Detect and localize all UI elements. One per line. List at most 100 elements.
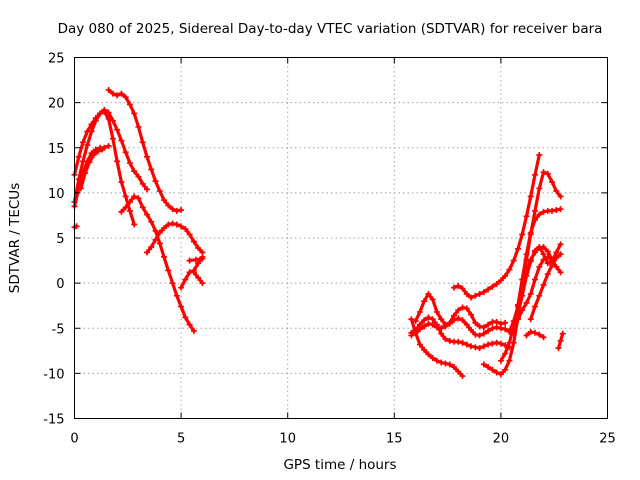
data-point: [527, 258, 534, 265]
data-point: [190, 327, 197, 334]
data-point: [131, 110, 138, 117]
data-point: [182, 276, 189, 283]
data-point: [532, 303, 539, 310]
data-point: [485, 327, 492, 334]
data-point: [532, 329, 539, 336]
data-point: [540, 281, 547, 288]
data-point: [485, 286, 492, 293]
data-point: [425, 351, 432, 358]
data-point: [412, 329, 419, 336]
data-point: [557, 193, 564, 200]
data-point: [429, 355, 436, 362]
data-point: [523, 251, 530, 258]
grid: [74, 57, 608, 419]
data-point: [506, 328, 513, 335]
data-point: [114, 92, 121, 99]
data-point: [118, 90, 125, 97]
data-point: [94, 148, 101, 155]
data-point: [421, 317, 428, 324]
data-point: [80, 139, 87, 146]
data-point: [527, 328, 534, 335]
data-point: [523, 272, 530, 279]
x-tick-label: 10: [279, 432, 296, 447]
data-point: [532, 247, 539, 254]
series-arc-21: [527, 251, 564, 323]
data-point: [442, 321, 449, 328]
data-point: [489, 366, 496, 373]
data-point: [527, 316, 534, 323]
series-arc-3: [71, 108, 138, 228]
data-point: [472, 319, 479, 326]
data-point: [105, 142, 112, 149]
data-point: [544, 271, 551, 278]
data-point: [135, 173, 142, 180]
data-point: [553, 207, 560, 214]
data-point: [514, 316, 521, 323]
data-point: [455, 315, 462, 322]
data-point: [143, 153, 150, 160]
data-point: [493, 324, 500, 331]
data-point: [485, 364, 492, 371]
data-point: [555, 345, 562, 352]
data-point: [544, 253, 551, 260]
data-point: [190, 238, 197, 245]
data-point: [148, 244, 155, 251]
data-point: [421, 346, 428, 353]
data-point: [527, 193, 534, 200]
data-point: [433, 324, 440, 331]
data-point: [139, 139, 146, 146]
x-tick-label: 5: [177, 432, 185, 447]
data-point: [109, 90, 116, 97]
data-point: [523, 299, 530, 306]
data-point: [510, 325, 517, 332]
data-point: [485, 341, 492, 348]
data-point: [497, 277, 504, 284]
data-point: [421, 323, 428, 330]
data-point: [193, 256, 200, 263]
data-point: [514, 245, 521, 252]
data-point: [421, 298, 428, 305]
data-point: [161, 225, 168, 232]
data-point: [86, 159, 93, 166]
data-point: [77, 185, 84, 192]
data-point: [463, 305, 470, 312]
data-point: [429, 316, 436, 323]
data-point: [557, 206, 564, 213]
data-point: [506, 357, 513, 364]
data-point: [446, 361, 453, 368]
data-point: [468, 343, 475, 350]
data-point: [459, 304, 466, 311]
series-arc-14: [412, 290, 509, 331]
axis-ticks: 0 5 10 15 20 25 -15 -10 -5 0 5 10 15 20 25: [43, 52, 616, 447]
data-point: [442, 336, 449, 343]
data-point: [433, 357, 440, 364]
data-point: [109, 117, 116, 124]
data-point: [429, 296, 436, 303]
data-point: [92, 114, 99, 121]
data-point: [139, 180, 146, 187]
series-line: [512, 255, 554, 330]
data-point: [489, 283, 496, 290]
data-point: [527, 290, 534, 297]
data-point: [450, 364, 457, 371]
data-point: [425, 290, 432, 297]
data-point: [468, 294, 475, 301]
data-point: [497, 320, 504, 327]
y-tick-label: -10: [43, 367, 64, 382]
data-point: [536, 244, 543, 251]
data-point: [497, 371, 504, 378]
data-point: [540, 208, 547, 215]
data-point: [169, 280, 176, 287]
y-tick-label: 25: [48, 52, 65, 67]
data-point: [493, 281, 500, 288]
data-point: [186, 321, 193, 328]
data-point: [553, 249, 560, 256]
data-point: [118, 208, 125, 215]
data-point: [557, 269, 564, 276]
data-point: [148, 166, 155, 173]
data-point: [190, 269, 197, 276]
data-point: [131, 193, 138, 200]
data-point: [433, 309, 440, 316]
